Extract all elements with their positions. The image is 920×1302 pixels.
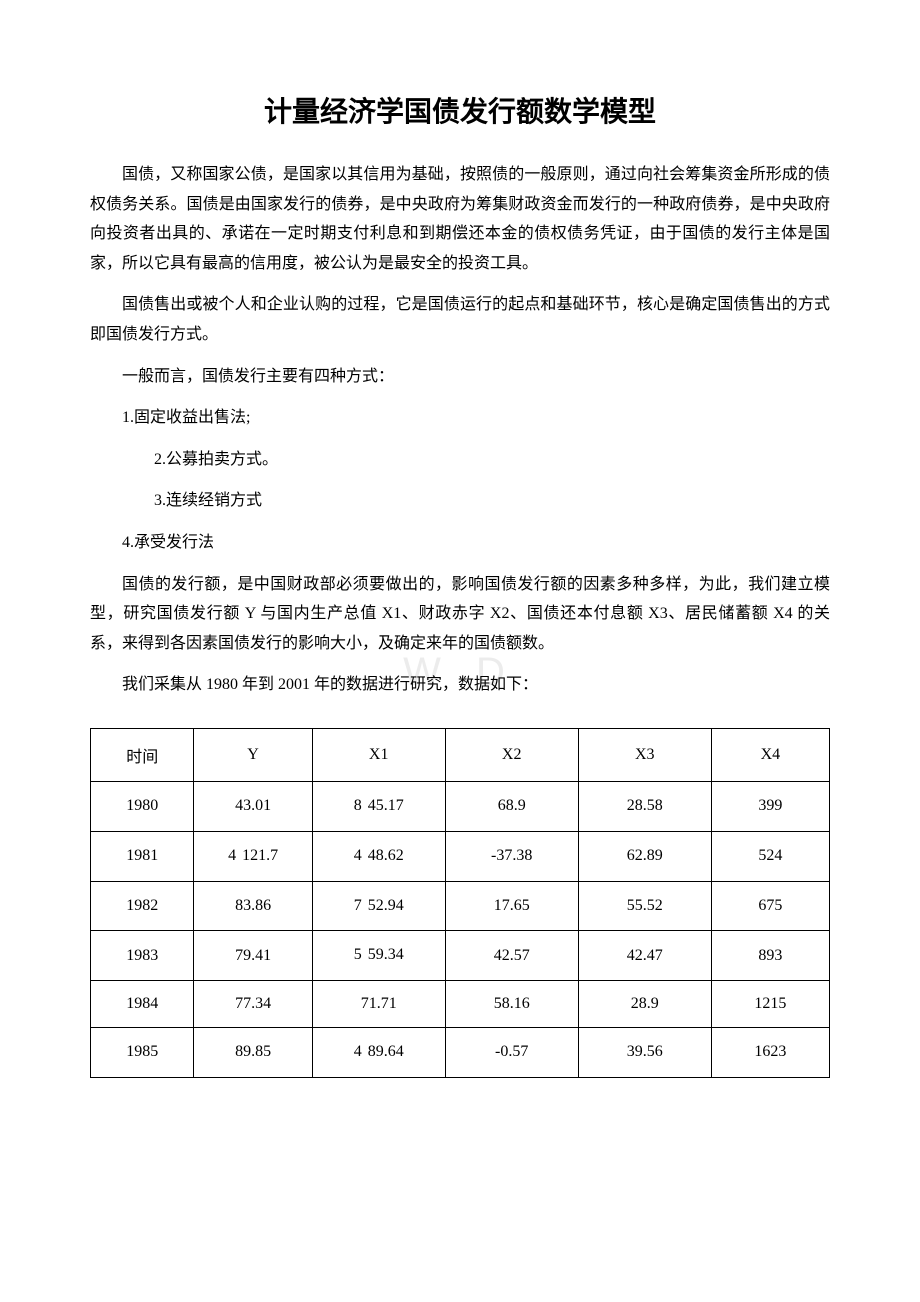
method-item-2: 2.公募拍卖方式。: [90, 445, 830, 475]
cell-y: 4121.7: [194, 831, 312, 881]
th-x1: X1: [312, 728, 445, 781]
table-row: 19814121.7448.62-37.3862.89524: [91, 831, 830, 881]
cell-x2: -37.38: [445, 831, 578, 881]
document-content: 计量经济学国债发行额数学模型 国债，又称国家公债，是国家以其信用为基础，按照债的…: [90, 90, 830, 1078]
cell-time: 1980: [91, 781, 194, 831]
cell-y: 79.41: [194, 931, 312, 981]
cell-x4: 1215: [711, 981, 829, 1028]
cell-x4: 893: [711, 931, 829, 981]
paragraph-intro-1: 国债，又称国家公债，是国家以其信用为基础，按照债的一般原则，通过向社会筹集资金所…: [90, 160, 830, 278]
table-row: 198379.41559.3442.5742.47893: [91, 931, 830, 981]
th-y: Y: [194, 728, 312, 781]
cell-x2: 17.65: [445, 881, 578, 931]
method-item-3: 3.连续经销方式: [90, 486, 830, 516]
table-row: 198283.86752.9417.6555.52675: [91, 881, 830, 931]
cell-time: 1984: [91, 981, 194, 1028]
method-item-4: 4.承受发行法: [90, 528, 830, 558]
data-table: 时间 Y X1 X2 X3 X4 198043.01845.1768.928.5…: [90, 728, 830, 1078]
paragraph-methods-heading: 一般而言，国债发行主要有四种方式：: [90, 362, 830, 392]
th-time: 时间: [91, 728, 194, 781]
cell-time: 1981: [91, 831, 194, 881]
cell-x3: 62.89: [578, 831, 711, 881]
cell-y: 77.34: [194, 981, 312, 1028]
page-title: 计量经济学国债发行额数学模型: [90, 90, 830, 130]
cell-x1: 845.17: [312, 781, 445, 831]
cell-x1: 559.34: [312, 931, 445, 981]
cell-x4: 399: [711, 781, 829, 831]
cell-x4: 675: [711, 881, 829, 931]
cell-x2: 68.9: [445, 781, 578, 831]
cell-x3: 42.47: [578, 931, 711, 981]
cell-x2: -0.57: [445, 1028, 578, 1078]
cell-y: 43.01: [194, 781, 312, 831]
cell-x3: 55.52: [578, 881, 711, 931]
cell-x4: 524: [711, 831, 829, 881]
cell-x3: 39.56: [578, 1028, 711, 1078]
cell-x4: 1623: [711, 1028, 829, 1078]
table-row: 198043.01845.1768.928.58399: [91, 781, 830, 831]
th-x4: X4: [711, 728, 829, 781]
cell-x3: 28.9: [578, 981, 711, 1028]
cell-time: 1983: [91, 931, 194, 981]
cell-x2: 58.16: [445, 981, 578, 1028]
cell-y: 89.85: [194, 1028, 312, 1078]
paragraph-intro-2: 国债售出或被个人和企业认购的过程，它是国债运行的起点和基础环节，核心是确定国债售…: [90, 290, 830, 349]
table-header-row: 时间 Y X1 X2 X3 X4: [91, 728, 830, 781]
cell-y: 83.86: [194, 881, 312, 931]
paragraph-model: 国债的发行额，是中国财政部必须要做出的，影响国债发行额的因素多种多样，为此，我们…: [90, 570, 830, 659]
table-body: 198043.01845.1768.928.5839919814121.7448…: [91, 781, 830, 1077]
cell-x1: 448.62: [312, 831, 445, 881]
table-row: 198589.85489.64-0.5739.561623: [91, 1028, 830, 1078]
table-row: 198477.3471.7158.1628.91215: [91, 981, 830, 1028]
cell-x1: 489.64: [312, 1028, 445, 1078]
cell-time: 1985: [91, 1028, 194, 1078]
cell-x3: 28.58: [578, 781, 711, 831]
th-x2: X2: [445, 728, 578, 781]
cell-x2: 42.57: [445, 931, 578, 981]
method-item-1: 1.固定收益出售法;: [90, 403, 830, 433]
cell-x1: 71.71: [312, 981, 445, 1028]
paragraph-data-intro: 我们采集从 1980 年到 2001 年的数据进行研究，数据如下：: [90, 670, 830, 700]
th-x3: X3: [578, 728, 711, 781]
cell-time: 1982: [91, 881, 194, 931]
cell-x1: 752.94: [312, 881, 445, 931]
